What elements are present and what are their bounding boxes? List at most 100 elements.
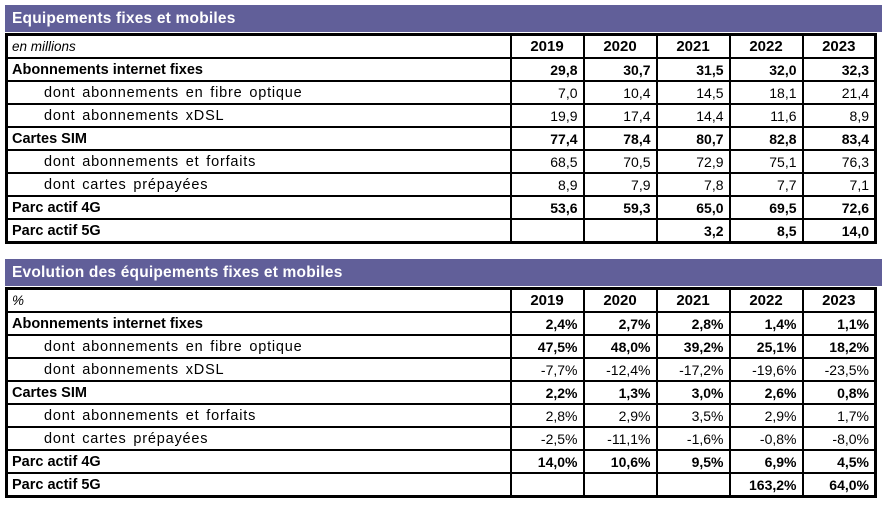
value-cell: 7,8 xyxy=(655,172,731,197)
table-title-evolution: Evolution des équipements fixes et mobil… xyxy=(5,259,882,286)
value-cell: 14,0% xyxy=(509,449,585,474)
table-row: Abonnements internet fixes 2,4% 2,7% 2,8… xyxy=(5,311,877,336)
value-cell: 70,5 xyxy=(582,149,658,174)
value-cell: 19,9 xyxy=(509,103,585,128)
table-row: Cartes SIM 77,4 78,4 80,7 82,8 83,4 xyxy=(5,126,877,151)
value-cell xyxy=(582,472,658,498)
row-label: Cartes SIM xyxy=(5,126,512,151)
row-label: dont abonnements en fibre optique xyxy=(5,334,512,359)
value-cell: 76,3 xyxy=(801,149,877,174)
value-cell: 68,5 xyxy=(509,149,585,174)
value-cell: 82,8 xyxy=(728,126,804,151)
value-cell: 83,4 xyxy=(801,126,877,151)
value-cell: 14,4 xyxy=(655,103,731,128)
value-cell: 77,4 xyxy=(509,126,585,151)
value-cell: 8,9 xyxy=(509,172,585,197)
value-cell: 7,7 xyxy=(728,172,804,197)
value-cell: 0,8% xyxy=(801,380,877,405)
header-row: en millions 2019 2020 2021 2022 2023 xyxy=(5,33,877,59)
value-cell: 1,4% xyxy=(728,311,804,336)
value-cell: 14,5 xyxy=(655,80,731,105)
value-cell: 10,4 xyxy=(582,80,658,105)
row-label: Abonnements internet fixes xyxy=(5,57,512,82)
table-row: Parc actif 4G 14,0% 10,6% 9,5% 6,9% 4,5% xyxy=(5,449,877,474)
year-header-2021: 2021 xyxy=(655,287,731,313)
year-header-2022: 2022 xyxy=(728,33,804,59)
value-cell: 72,6 xyxy=(801,195,877,220)
value-cell: 48,0% xyxy=(582,334,658,359)
value-cell: 29,8 xyxy=(509,57,585,82)
value-cell: 6,9% xyxy=(728,449,804,474)
row-label: dont abonnements xDSL xyxy=(5,357,512,382)
value-cell: -8,0% xyxy=(801,426,877,451)
table-row: dont abonnements en fibre optique 47,5% … xyxy=(5,334,877,359)
value-cell xyxy=(582,218,658,244)
equipements-table: en millions 2019 2020 2021 2022 2023 Abo… xyxy=(5,33,877,244)
table-row: dont abonnements et forfaits 68,5 70,5 7… xyxy=(5,149,877,174)
value-cell: 10,6% xyxy=(582,449,658,474)
value-cell: 3,5% xyxy=(655,403,731,428)
value-cell xyxy=(509,218,585,244)
value-cell: 72,9 xyxy=(655,149,731,174)
value-cell: 9,5% xyxy=(655,449,731,474)
value-cell: -7,7% xyxy=(509,357,585,382)
table-row: Cartes SIM 2,2% 1,3% 3,0% 2,6% 0,8% xyxy=(5,380,877,405)
value-cell: 69,5 xyxy=(728,195,804,220)
value-cell xyxy=(509,472,585,498)
value-cell: 47,5% xyxy=(509,334,585,359)
value-cell: 8,9 xyxy=(801,103,877,128)
header-row: % 2019 2020 2021 2022 2023 xyxy=(5,287,877,313)
year-header-2023: 2023 xyxy=(801,287,877,313)
value-cell: -23,5% xyxy=(801,357,877,382)
value-cell: -17,2% xyxy=(655,357,731,382)
table-row: Parc actif 5G 3,2 8,5 14,0 xyxy=(5,218,877,244)
table-row: Abonnements internet fixes 29,8 30,7 31,… xyxy=(5,57,877,82)
value-cell: 7,1 xyxy=(801,172,877,197)
value-cell: 11,6 xyxy=(728,103,804,128)
row-label: dont abonnements xDSL xyxy=(5,103,512,128)
row-label: Abonnements internet fixes xyxy=(5,311,512,336)
value-cell: -0,8% xyxy=(728,426,804,451)
value-cell: 32,0 xyxy=(728,57,804,82)
row-label: Cartes SIM xyxy=(5,380,512,405)
value-cell: 1,3% xyxy=(582,380,658,405)
unit-label: en millions xyxy=(5,33,512,59)
value-cell: -12,4% xyxy=(582,357,658,382)
value-cell: 7,9 xyxy=(582,172,658,197)
row-label: dont abonnements en fibre optique xyxy=(5,80,512,105)
value-cell: 2,8% xyxy=(509,403,585,428)
value-cell: 2,9% xyxy=(728,403,804,428)
value-cell xyxy=(655,472,731,498)
value-cell: 39,2% xyxy=(655,334,731,359)
table-row: Parc actif 5G 163,2% 64,0% xyxy=(5,472,877,498)
value-cell: 163,2% xyxy=(728,472,804,498)
value-cell: 4,5% xyxy=(801,449,877,474)
evolution-table: % 2019 2020 2021 2022 2023 Abonnements i… xyxy=(5,287,877,498)
value-cell: 17,4 xyxy=(582,103,658,128)
value-cell: 14,0 xyxy=(801,218,877,244)
row-label: Parc actif 4G xyxy=(5,195,512,220)
value-cell: 21,4 xyxy=(801,80,877,105)
table-row: dont abonnements en fibre optique 7,0 10… xyxy=(5,80,877,105)
table-row: dont cartes prépayées -2,5% -11,1% -1,6%… xyxy=(5,426,877,451)
table-row: dont abonnements et forfaits 2,8% 2,9% 3… xyxy=(5,403,877,428)
row-label: dont abonnements et forfaits xyxy=(5,149,512,174)
unit-label: % xyxy=(5,287,512,313)
year-header-2020: 2020 xyxy=(582,33,658,59)
year-header-2022: 2022 xyxy=(728,287,804,313)
value-cell: 8,5 xyxy=(728,218,804,244)
row-label: dont cartes prépayées xyxy=(5,172,512,197)
table-title-equipements: Equipements fixes et mobiles xyxy=(5,5,882,32)
value-cell: 2,2% xyxy=(509,380,585,405)
row-label: Parc actif 5G xyxy=(5,472,512,498)
year-header-2019: 2019 xyxy=(509,287,585,313)
year-header-2020: 2020 xyxy=(582,287,658,313)
table-row: dont abonnements xDSL 19,9 17,4 14,4 11,… xyxy=(5,103,877,128)
value-cell: 25,1% xyxy=(728,334,804,359)
year-header-2021: 2021 xyxy=(655,33,731,59)
value-cell: 59,3 xyxy=(582,195,658,220)
value-cell: 2,6% xyxy=(728,380,804,405)
year-header-2019: 2019 xyxy=(509,33,585,59)
value-cell: 7,0 xyxy=(509,80,585,105)
